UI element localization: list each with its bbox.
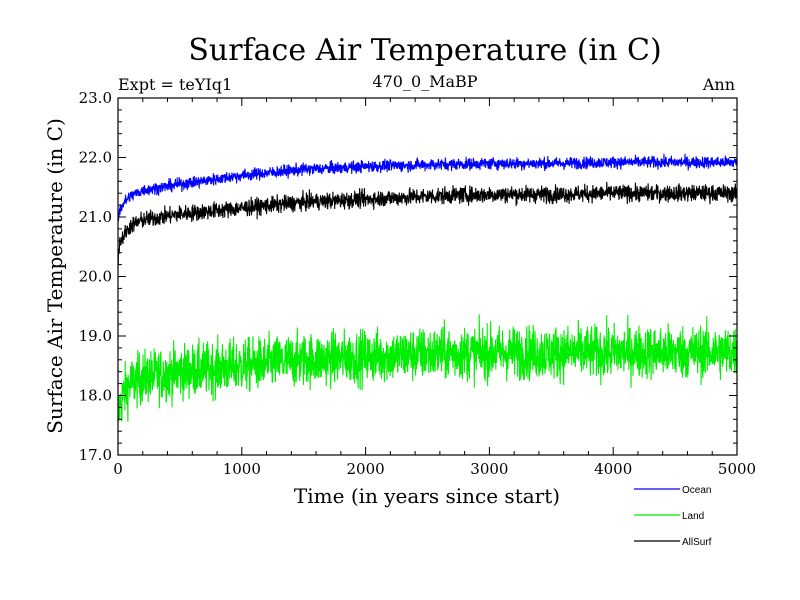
y-tick-label: 19.0 xyxy=(79,327,112,345)
x-tick-label: 2000 xyxy=(347,460,385,478)
plot-frame xyxy=(117,97,738,456)
y-tick-label: 20.0 xyxy=(79,268,112,286)
legend-label-ocean: Ocean xyxy=(682,485,711,496)
expt-label: Expt = teYIq1 xyxy=(118,75,232,94)
axes-layer: 0 1000 2000 3000 4000 5000 17.0 18.0 19.0 20.0 21.… xyxy=(79,89,757,478)
period-label: 470_0_MaBP xyxy=(372,72,477,91)
y-tick-label: 21.0 xyxy=(79,208,112,226)
series-layer xyxy=(117,153,738,422)
y-tick-label: 18.0 xyxy=(79,387,112,405)
x-tick-label: 3000 xyxy=(470,460,508,478)
x-axis-label: Time (in years since start) xyxy=(294,484,560,508)
y-axis-label: Surface Air Temperature (in C) xyxy=(43,118,67,434)
season-label: Ann xyxy=(702,75,735,94)
x-tick-label: 0 xyxy=(113,460,123,478)
series-line-allsurf xyxy=(117,181,738,269)
y-tick-label: 22.0 xyxy=(79,149,112,167)
y-tick-label: 23.0 xyxy=(79,89,112,107)
chart-title: Surface Air Temperature (in C) xyxy=(188,33,661,68)
x-tick-label: 4000 xyxy=(594,460,632,478)
series-line-ocean xyxy=(117,153,738,223)
x-tick-label: 5000 xyxy=(718,460,756,478)
legend: Ocean Land AllSurf xyxy=(634,485,712,548)
legend-label-land: Land xyxy=(682,511,704,522)
y-tick-label: 17.0 xyxy=(79,446,112,464)
legend-label-allsurf: AllSurf xyxy=(682,537,712,548)
x-tick-label: 1000 xyxy=(223,460,261,478)
series-line-land xyxy=(117,314,738,422)
